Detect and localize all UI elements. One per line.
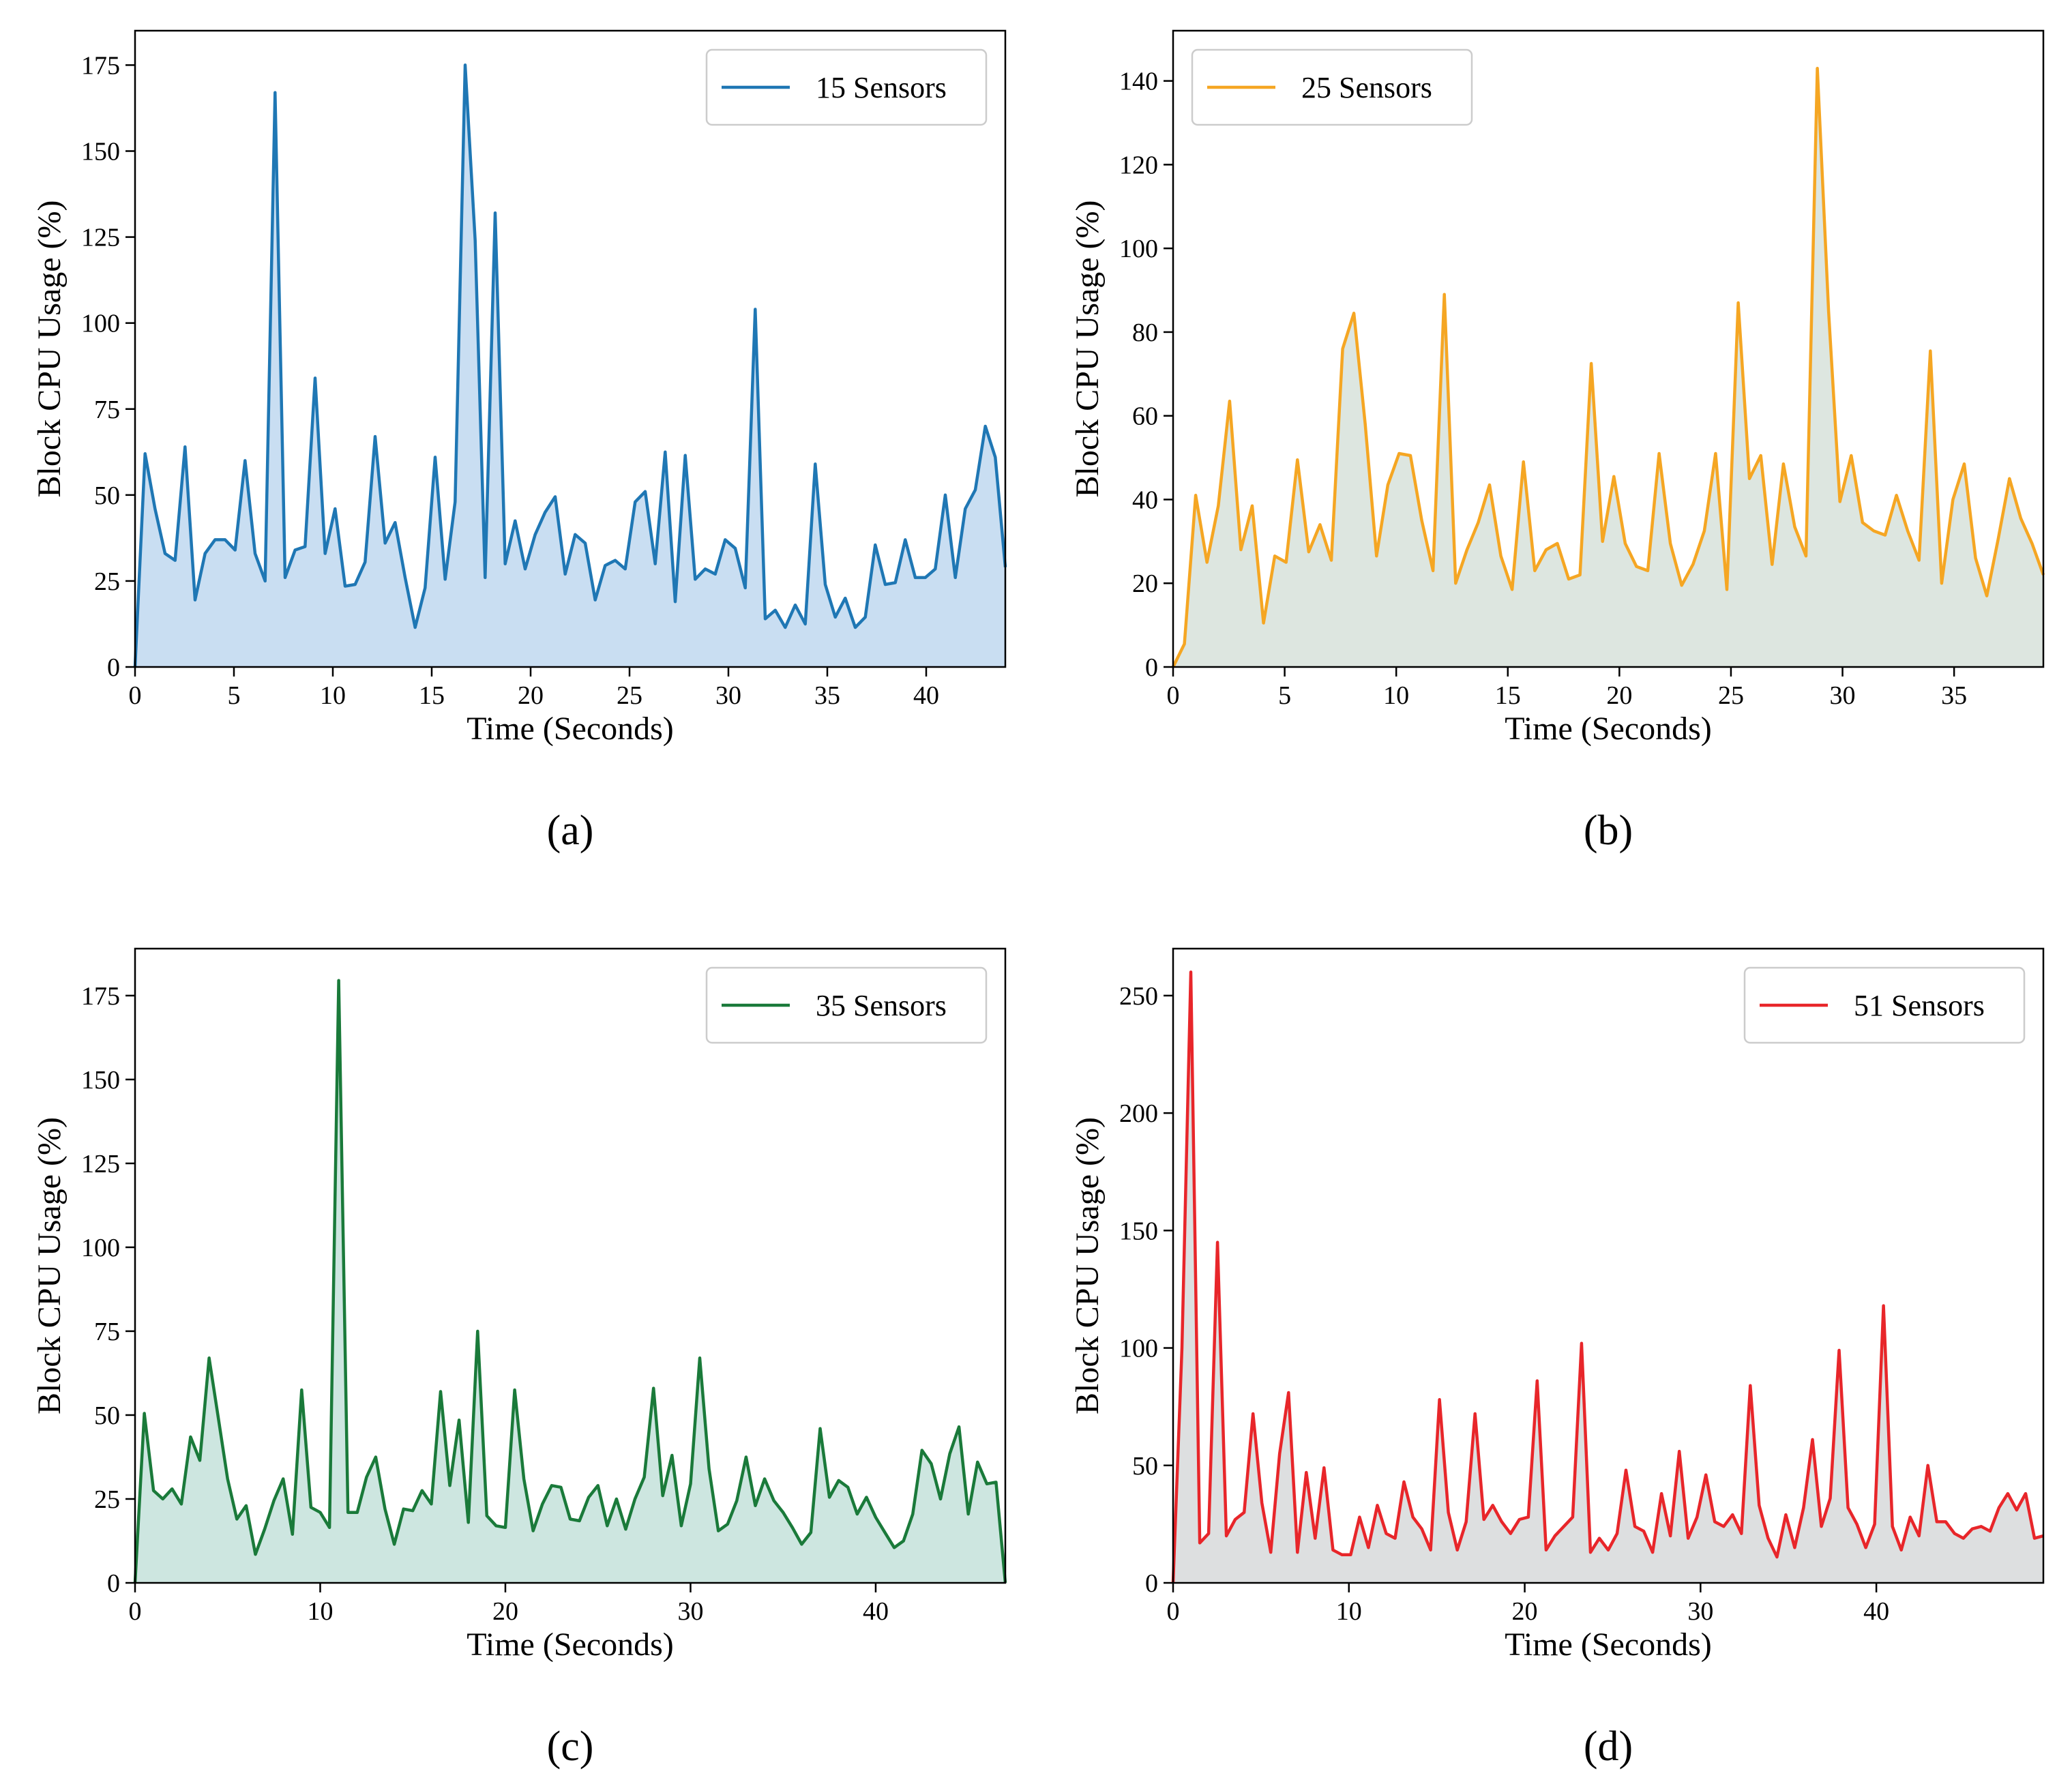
y-tick-label: 0 <box>107 1569 120 1598</box>
x-tick-label: 0 <box>1167 681 1180 710</box>
y-tick-label: 60 <box>1132 402 1158 431</box>
panel-caption: (d) <box>1584 1723 1633 1770</box>
series-area <box>135 980 1005 1583</box>
x-tick-label: 5 <box>228 681 241 710</box>
y-tick-label: 50 <box>94 481 120 510</box>
series-area <box>1173 68 2043 667</box>
y-tick-label: 200 <box>1119 1099 1158 1128</box>
y-tick-label: 50 <box>94 1401 120 1430</box>
x-tick-label: 40 <box>863 1597 889 1626</box>
x-tick-label: 20 <box>518 681 544 710</box>
y-tick-label: 100 <box>1119 235 1158 263</box>
y-tick-label: 150 <box>81 138 120 166</box>
legend-box <box>1743 966 2026 1044</box>
x-tick-label: 25 <box>1718 681 1744 710</box>
plot-frame <box>134 947 1007 1584</box>
y-tick-label: 175 <box>81 51 120 80</box>
y-tick-label: 150 <box>1119 1217 1158 1245</box>
x-tick-label: 20 <box>1606 681 1632 710</box>
x-tick-label: 30 <box>1687 1597 1713 1626</box>
legend-label: 15 Sensors <box>816 71 947 104</box>
x-tick-label: 40 <box>1863 1597 1889 1626</box>
x-tick-label: 10 <box>1383 681 1409 710</box>
x-tick-label: 10 <box>1336 1597 1362 1626</box>
y-tick-label: 125 <box>81 224 120 252</box>
panel-caption: (c) <box>547 1723 594 1770</box>
x-tick-label: 10 <box>307 1597 333 1626</box>
series-line <box>1171 970 2044 1584</box>
y-tick-label: 40 <box>1132 486 1158 514</box>
y-tick-label: 75 <box>94 396 120 424</box>
y-tick-label: 75 <box>94 1318 120 1346</box>
x-axis-label: Time (Seconds) <box>1505 711 1712 747</box>
panel-d: 0 10 20 30 40 0 50 100 150 200 250 Time (Seconds) Bl… <box>1069 947 2045 1770</box>
x-tick-label: 40 <box>913 681 939 710</box>
x-tick-label: 20 <box>492 1597 518 1626</box>
y-tick-label: 25 <box>94 1485 120 1514</box>
x-tick-label: 10 <box>320 681 346 710</box>
x-tick-label: 0 <box>129 1597 142 1626</box>
y-axis-label: Block CPU Usage (%) <box>1069 201 1106 498</box>
x-tick-label: 30 <box>677 1597 703 1626</box>
series-line <box>133 63 1007 668</box>
y-axis-label: Block CPU Usage (%) <box>31 201 68 498</box>
y-tick-label: 50 <box>1132 1452 1158 1481</box>
legend-box <box>1191 48 1473 126</box>
x-tick-label: 0 <box>1167 1597 1180 1626</box>
series-line <box>133 979 1007 1584</box>
y-tick-label: 80 <box>1132 318 1158 347</box>
x-axis-label: Time (Seconds) <box>1505 1627 1712 1663</box>
plot-frame <box>134 29 1007 668</box>
y-tick-label: 100 <box>1119 1335 1158 1363</box>
panel-caption: (b) <box>1584 807 1633 854</box>
legend-label: 51 Sensors <box>1854 989 1985 1022</box>
x-tick-label: 15 <box>419 681 445 710</box>
x-tick-label: 30 <box>715 681 741 710</box>
x-axis-label: Time (Seconds) <box>467 711 674 747</box>
x-tick-label: 5 <box>1278 681 1291 710</box>
y-tick-label: 20 <box>1132 569 1158 598</box>
panel-caption: (a) <box>547 807 594 854</box>
series-line <box>1171 66 2045 668</box>
plot-frame <box>1172 947 2045 1584</box>
panel-a: 0 5 10 15 20 25 30 35 40 0 25 50 75 100 125 150 175 Time … <box>31 29 1007 854</box>
legend-label: 35 Sensors <box>816 989 947 1022</box>
y-tick-label: 100 <box>81 1234 120 1262</box>
y-tick-label: 25 <box>94 567 120 596</box>
panel-b: 0 5 10 15 20 25 30 35 0 20 40 60 80 100 120 140 Time (Se… <box>1069 29 2045 854</box>
y-axis-label: Block CPU Usage (%) <box>1069 1117 1106 1414</box>
y-tick-label: 150 <box>81 1066 120 1095</box>
x-tick-label: 0 <box>129 681 142 710</box>
x-tick-label: 30 <box>1830 681 1856 710</box>
y-tick-label: 140 <box>1119 68 1158 96</box>
x-tick-label: 20 <box>1512 1597 1538 1626</box>
y-tick-label: 250 <box>1119 982 1158 1011</box>
series-area <box>135 65 1005 667</box>
x-tick-label: 35 <box>814 681 840 710</box>
y-tick-label: 0 <box>107 653 120 682</box>
y-tick-label: 0 <box>1145 653 1158 682</box>
y-tick-label: 125 <box>81 1150 120 1178</box>
y-tick-label: 100 <box>81 310 120 338</box>
x-tick-label: 35 <box>1941 681 1967 710</box>
legend-box <box>705 966 988 1044</box>
y-tick-label: 120 <box>1119 151 1158 179</box>
x-tick-label: 15 <box>1495 681 1521 710</box>
plot-frame <box>1172 29 2045 668</box>
y-tick-label: 0 <box>1145 1569 1158 1598</box>
legend-box <box>705 48 988 126</box>
legend-label: 25 Sensors <box>1301 71 1432 104</box>
y-tick-label: 175 <box>81 982 120 1011</box>
series-area <box>1173 972 2043 1583</box>
x-axis-label: Time (Seconds) <box>467 1627 674 1663</box>
panel-c: 0 10 20 30 40 0 25 50 75 100 125 150 175 Time (Second… <box>31 947 1007 1770</box>
y-axis-label: Block CPU Usage (%) <box>31 1117 68 1414</box>
x-tick-label: 25 <box>617 681 642 710</box>
